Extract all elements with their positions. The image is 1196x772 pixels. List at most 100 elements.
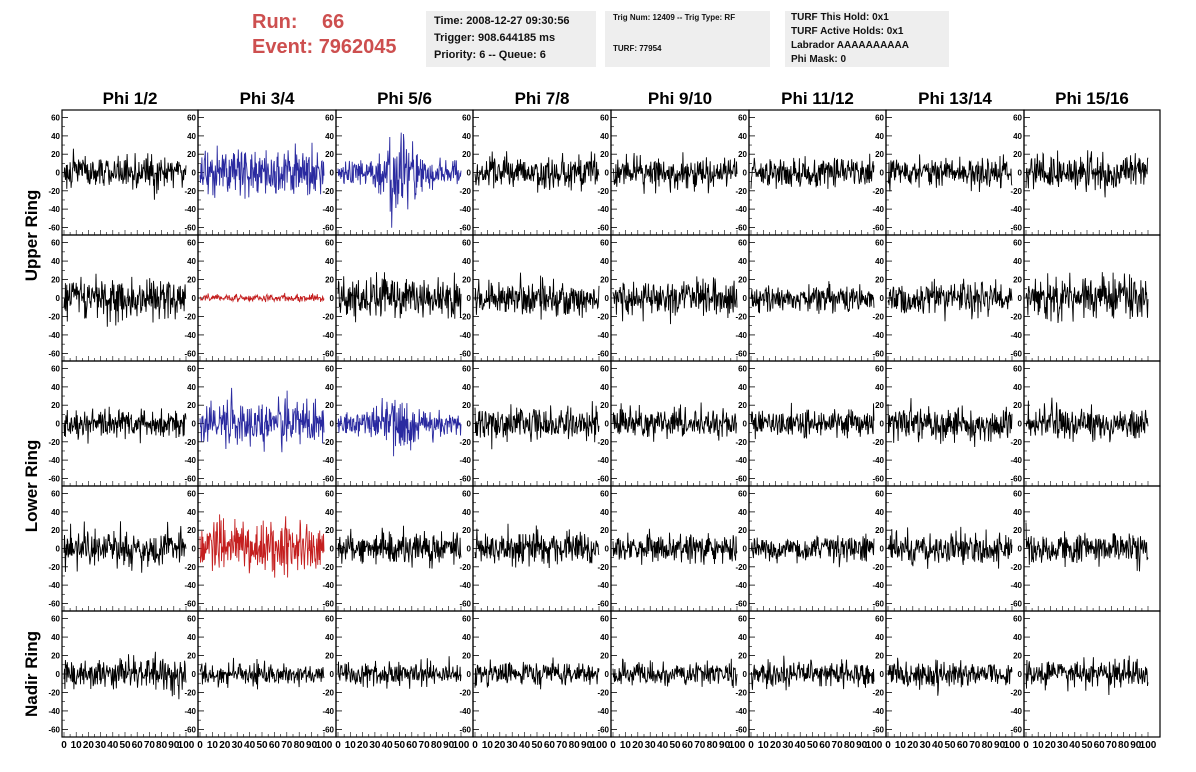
y-tick-label: 20	[600, 401, 609, 410]
y-tick-label: 20	[462, 526, 471, 535]
run-event-box: Run: 66 Event: 7962045	[252, 10, 397, 60]
y-tick-label: -20	[1010, 312, 1022, 321]
y-tick-label: 60	[325, 490, 334, 499]
waveform-trace	[1025, 397, 1149, 443]
x-tick-label: 50	[944, 740, 956, 751]
x-tick-label: 0	[748, 740, 754, 751]
y-tick-label: 20	[600, 276, 609, 285]
waveform-trace	[1025, 272, 1149, 324]
y-tick-label: -20	[322, 688, 334, 697]
y-tick-label: 20	[1013, 526, 1022, 535]
waveform-panel: -60 -40 -20 0 20 40 60	[48, 360, 199, 487]
waveform-panel: -60 -40 -20 0 20 40 60	[872, 360, 1025, 487]
x-tick-label: 40	[519, 740, 531, 751]
x-tick-label: 60	[1094, 740, 1106, 751]
waveform-trace	[612, 528, 738, 565]
y-tick-label: -60	[597, 599, 609, 608]
y-tick-label: 0	[192, 545, 197, 554]
y-tick-label: -40	[597, 205, 609, 214]
y-tick-label: 20	[600, 526, 609, 535]
y-tick-label: -40	[872, 707, 884, 716]
y-tick-label: -20	[735, 563, 747, 572]
y-tick-label: -40	[48, 205, 60, 214]
x-tick-label: 30	[782, 740, 794, 751]
waveform-trace	[63, 148, 187, 200]
waveform-trace	[199, 514, 325, 578]
y-tick-label: -40	[1010, 331, 1022, 340]
x-tick-label: 70	[832, 740, 844, 751]
y-tick-label: -40	[872, 331, 884, 340]
waveform-trace	[474, 657, 600, 690]
x-tick-label: 40	[932, 740, 944, 751]
y-tick-label: 60	[462, 615, 471, 624]
column-header: Phi 15/16	[1055, 89, 1129, 108]
y-tick-label: 60	[875, 239, 884, 248]
waveform-panel: -60 -40 -20 0 20 40 60	[1010, 485, 1161, 612]
waveform-panel: -60 -40 -20 0 20 40 60	[459, 610, 612, 738]
y-tick-label: 20	[875, 150, 884, 159]
column-header: Phi 1/2	[103, 89, 158, 108]
y-tick-label: -40	[1010, 707, 1022, 716]
y-tick-label: -40	[735, 205, 747, 214]
y-tick-label: -60	[735, 223, 747, 232]
y-tick-label: 40	[325, 257, 334, 266]
column-header: Phi 3/4	[240, 89, 295, 108]
y-tick-label: 60	[187, 114, 196, 123]
x-tick-label: 50	[531, 740, 543, 751]
x-tick-label: 0	[197, 740, 203, 751]
waveform-panel: -60 -40 -20 0 20 40 60	[597, 360, 750, 487]
y-tick-label: 20	[738, 150, 747, 159]
waveform-trace	[199, 142, 325, 199]
y-tick-label: -60	[1010, 599, 1022, 608]
y-tick-label: -60	[872, 599, 884, 608]
y-tick-label: -60	[48, 474, 60, 483]
y-tick-label: -60	[872, 474, 884, 483]
y-tick-label: -20	[872, 563, 884, 572]
y-tick-label: -60	[184, 725, 196, 734]
event-value: 7962045	[318, 36, 397, 58]
y-tick-label: 0	[743, 670, 748, 679]
y-tick-label: 0	[56, 670, 61, 679]
waveform-panel: -60 -40 -20 0 20 40 60	[597, 610, 750, 738]
y-tick-label: -20	[735, 312, 747, 321]
x-tick-label: 50	[119, 740, 131, 751]
y-tick-label: 60	[51, 239, 60, 248]
y-tick-label: 60	[1013, 365, 1022, 374]
y-tick-label: -40	[872, 205, 884, 214]
x-tick-label: 0	[610, 740, 616, 751]
waveform-trace	[337, 525, 462, 569]
y-tick-label: -60	[48, 349, 60, 358]
x-tick-label: 40	[657, 740, 669, 751]
y-tick-label: 40	[1013, 383, 1022, 392]
x-tick-label: 0	[1023, 740, 1029, 751]
y-tick-label: 20	[325, 526, 334, 535]
y-tick-label: 40	[738, 383, 747, 392]
row-label: Lower Ring	[22, 440, 41, 533]
y-tick-label: 0	[467, 670, 472, 679]
y-tick-label: 0	[743, 169, 748, 178]
y-tick-label: 20	[187, 150, 196, 159]
y-tick-label: -60	[459, 725, 471, 734]
y-tick-label: 40	[187, 132, 196, 141]
x-tick-label: 80	[431, 740, 443, 751]
y-tick-label: 20	[1013, 652, 1022, 661]
x-tick-label: 70	[1106, 740, 1118, 751]
y-tick-label: 0	[605, 294, 610, 303]
x-tick-label: 20	[907, 740, 919, 751]
waveform-panel: -60 -40 -20 0 20 40 60	[322, 234, 474, 362]
y-tick-label: -20	[1010, 688, 1022, 697]
x-tick-label: 30	[369, 740, 381, 751]
waveform-trace	[474, 272, 600, 320]
column-header: Phi 13/14	[918, 89, 992, 108]
waveform-panel: -60 -40 -20 0 20 40 60	[597, 485, 750, 612]
y-tick-label: 40	[600, 633, 609, 642]
x-tick-label: 40	[795, 740, 807, 751]
y-tick-label: 20	[187, 526, 196, 535]
column-header: Phi 9/10	[648, 89, 712, 108]
waveform-trace	[199, 292, 325, 303]
x-tick-label: 80	[294, 740, 306, 751]
y-tick-label: -20	[48, 187, 60, 196]
y-tick-label: 20	[1013, 276, 1022, 285]
x-tick-label: 60	[269, 740, 281, 751]
